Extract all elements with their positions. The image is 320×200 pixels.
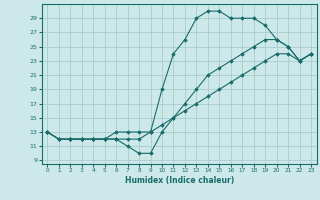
X-axis label: Humidex (Indice chaleur): Humidex (Indice chaleur) — [124, 176, 234, 185]
